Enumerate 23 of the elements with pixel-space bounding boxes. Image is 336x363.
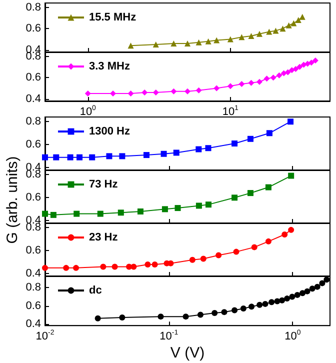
y-tick-label: 0.6 <box>26 22 41 35</box>
y-tick-label: 0.6 <box>26 300 41 312</box>
legend-label: dc <box>89 284 102 296</box>
legend-label: 1300 Hz <box>89 126 130 138</box>
y-tick-label: 0.6 <box>26 244 41 257</box>
y-tick-label: 0.8 <box>26 116 41 128</box>
y-tick-label: 0.8 <box>26 222 41 234</box>
y-axis-title: G (arb. units) <box>4 156 21 244</box>
y-tick-label: 0.4 <box>26 92 41 105</box>
y-tick-label: 0.4 <box>26 318 41 330</box>
y-tick-label: 0.6 <box>26 192 41 204</box>
y-tick-label: 0.8 <box>26 282 41 294</box>
y-tick-label: 0.6 <box>26 138 41 151</box>
y-tick-label: 0.6 <box>26 72 41 84</box>
y-tick-label: 0.8 <box>26 50 41 62</box>
y-tick-label: 0.8 <box>26 168 41 181</box>
legend-label: 3.3 MHz <box>89 60 130 72</box>
legend-label: 15.5 MHz <box>89 12 137 24</box>
legend-label: 23 Hz <box>89 232 118 244</box>
y-tick-label: 0.4 <box>26 268 41 280</box>
y-tick-label: 0.8 <box>26 1 41 14</box>
legend-label: 73 Hz <box>89 178 118 190</box>
x-axis-title: V (V) <box>170 344 205 362</box>
